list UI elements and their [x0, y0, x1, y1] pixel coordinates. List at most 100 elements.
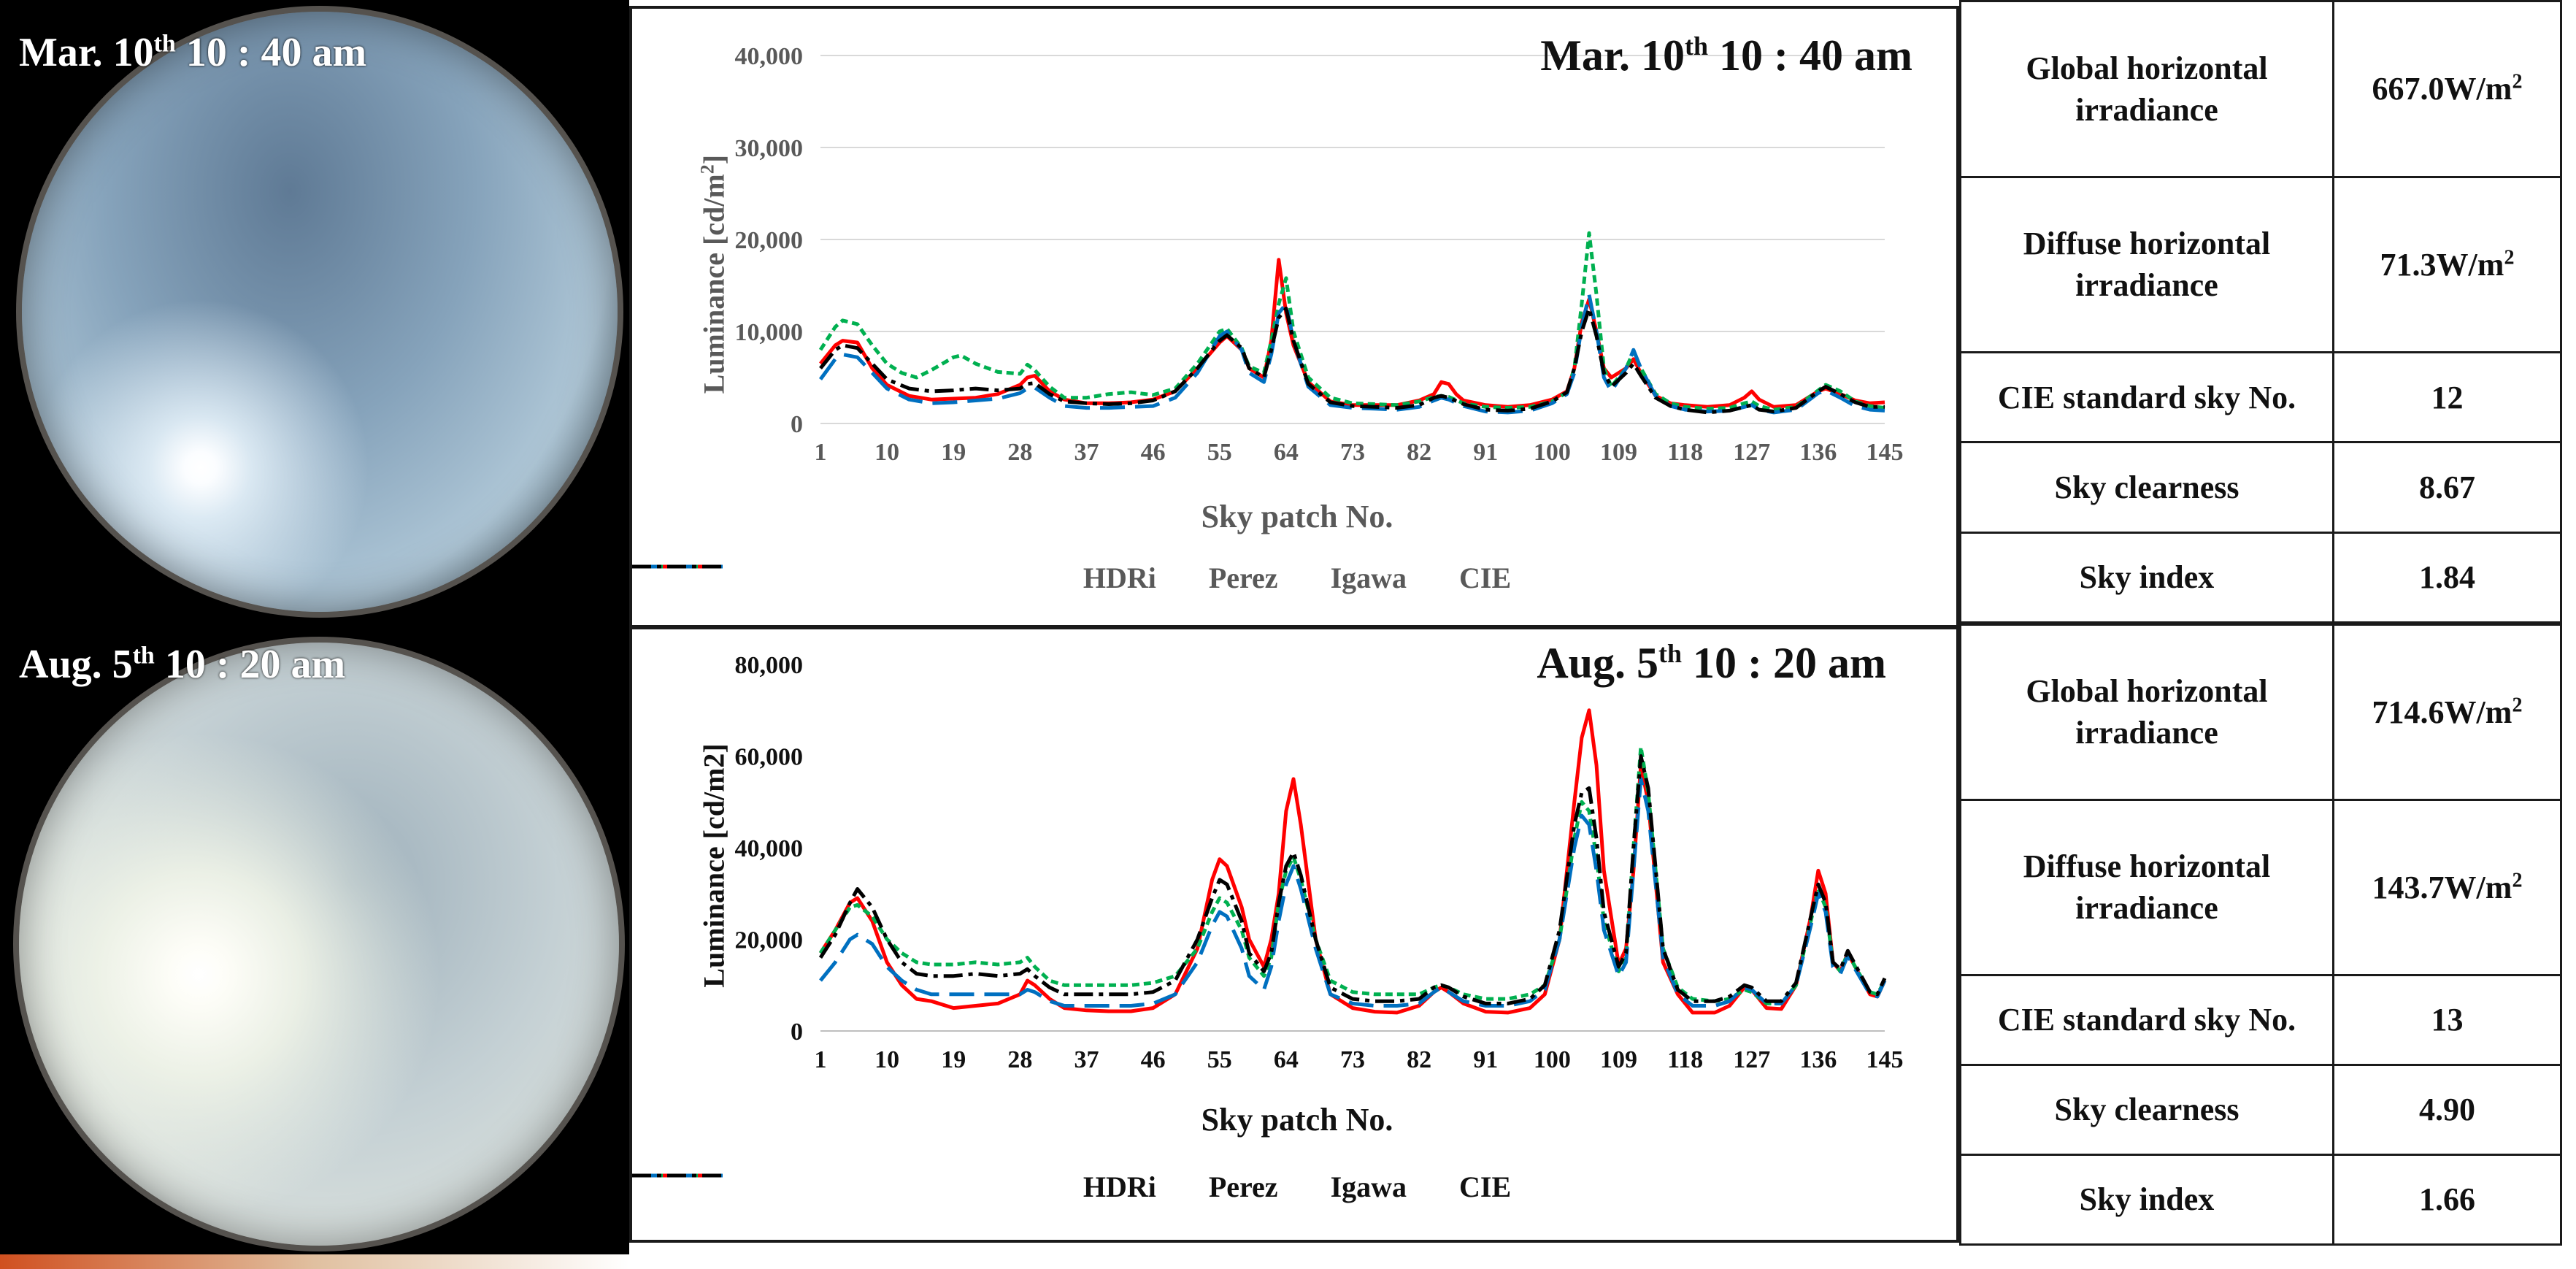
y-tick-label: 10,000: [735, 319, 804, 346]
y-tick-label: 0: [791, 1019, 803, 1046]
param-label: Sky index: [1959, 1153, 2334, 1246]
x-tick-label: 64: [1274, 439, 1299, 466]
x-tick-label: 19: [941, 1046, 966, 1073]
param-value: 1.66: [2332, 1153, 2562, 1246]
param-value: 714.6W/m2: [2332, 624, 2562, 801]
param-value: 71.3W/m2: [2332, 175, 2562, 353]
legend-item-perez: Perez: [632, 561, 1278, 595]
table-row: Sky index 1.84: [1959, 531, 2562, 624]
legend-item-cie: CIE: [632, 561, 1512, 595]
x-tick-label: 118: [1667, 439, 1703, 466]
param-label: Sky clearness: [1959, 1063, 2334, 1156]
series-line-cie: [818, 754, 1887, 1005]
chart-title: Mar. 10th 10 : 40 am: [1540, 31, 1912, 80]
series-line-cie: [819, 307, 1885, 415]
x-tick-label: 73: [1340, 1046, 1365, 1073]
legend-label: Igawa: [1330, 561, 1407, 594]
param-value: 143.7W/m2: [2332, 798, 2562, 976]
legend-item-igawa: Igawa: [632, 1170, 1407, 1204]
x-tick-label: 91: [1473, 1046, 1498, 1073]
y-tick-label: 80,000: [735, 652, 804, 679]
table-row: CIE standard sky No. 13: [1959, 973, 2562, 1066]
param-value: 8.67: [2332, 441, 2562, 534]
legend-label: CIE: [1459, 561, 1512, 594]
param-value: 1.84: [2332, 531, 2562, 624]
fisheye-sky-image: [16, 6, 623, 618]
y-tick-label: 20,000: [735, 227, 804, 254]
series-line-hdri: [819, 258, 1885, 409]
x-tick-label: 100: [1534, 1046, 1571, 1073]
x-tick-label: 10: [874, 1046, 899, 1073]
x-tick-label: 118: [1667, 1046, 1703, 1073]
legend-item-igawa: Igawa: [632, 561, 1407, 595]
table-row: Global horizontal irradiance 714.6W/m2: [1959, 624, 2562, 801]
luminance-chart-top: 0 10,000 20,000 30,000 40,000 1 10 19 28 37 46 55 64…: [629, 6, 1959, 628]
legend-label: HDRi: [1083, 561, 1156, 594]
table-row: Sky index 1.66: [1959, 1153, 2562, 1246]
legend-label: Perez: [1208, 1170, 1278, 1203]
param-value: 13: [2332, 973, 2562, 1066]
param-value: 4.90: [2332, 1063, 2562, 1156]
sky-parameters-table-bottom: Global horizontal irradiance 714.6W/m2 D…: [1959, 624, 2562, 1246]
x-tick-label: 46: [1141, 1046, 1166, 1073]
table-row: Diffuse horizontal irradiance 71.3W/m2: [1959, 175, 2562, 353]
series-line-igawa: [819, 777, 1887, 1008]
legend: HDRi Perez Igawa CIE: [632, 1170, 1962, 1204]
x-tick-label: 73: [1340, 439, 1365, 466]
legend-swatch-cie: [632, 1173, 723, 1178]
table-row: Sky clearness 4.90: [1959, 1063, 2562, 1156]
series-line-igawa: [818, 293, 1885, 415]
y-tick-label: 20,000: [735, 927, 804, 954]
x-axis-title: Sky patch No.: [1201, 499, 1393, 534]
param-label: Sky index: [1959, 531, 2334, 624]
x-tick-label: 64: [1274, 1046, 1299, 1073]
sky-parameters-table-top: Global horizontal irradiance 667.0W/m2 D…: [1959, 0, 2562, 624]
series-line-hdri: [818, 708, 1887, 1015]
legend: HDRi Perez Igawa CIE: [632, 561, 1962, 595]
x-tick-label: 145: [1866, 1046, 1904, 1073]
y-axis-title: Luminance [cd/m2]: [697, 743, 731, 988]
param-label: Diffuse horizontal irradiance: [1959, 798, 2334, 976]
legend-label: CIE: [1459, 1170, 1512, 1203]
x-tick-label: 109: [1600, 439, 1637, 466]
x-tick-label: 136: [1799, 439, 1837, 466]
legend-item-perez: Perez: [632, 1170, 1278, 1204]
param-label: CIE standard sky No.: [1959, 350, 2334, 444]
sky-photo-top: Mar. 10th 10 : 40 am: [0, 0, 629, 626]
x-tick-label: 127: [1733, 439, 1770, 466]
x-tick-label: 109: [1600, 1046, 1637, 1073]
x-tick-label: 55: [1207, 439, 1232, 466]
sky-photo-bottom: Aug. 5th 10 : 20 am: [0, 626, 629, 1254]
x-tick-label: 28: [1007, 1046, 1032, 1073]
y-tick-label: 60,000: [735, 744, 804, 771]
x-tick-label: 127: [1733, 1046, 1770, 1073]
x-tick-label: 10: [874, 439, 899, 466]
x-tick-label: 1: [815, 439, 827, 466]
chart-plot-area: 0 20,000 40,000 60,000 80,000 1 10 19 28 37 46 55 64…: [735, 652, 1904, 1073]
y-tick-label: 0: [791, 411, 803, 438]
param-value: 12: [2332, 350, 2562, 444]
series-line-perez: [818, 745, 1887, 1005]
x-tick-label: 55: [1207, 1046, 1232, 1073]
x-tick-label: 100: [1534, 439, 1571, 466]
x-tick-label: 28: [1007, 439, 1032, 466]
chart-plot-area: 0 10,000 20,000 30,000 40,000 1 10 19 28 37 46 55 64…: [735, 43, 1904, 466]
table-row: Diffuse horizontal irradiance 143.7W/m2: [1959, 798, 2562, 976]
y-tick-label: 40,000: [735, 43, 804, 70]
legend-label: HDRi: [1083, 1170, 1156, 1203]
table-row: CIE standard sky No. 12: [1959, 350, 2562, 444]
series-line-perez: [818, 231, 1885, 412]
photo-label-bottom: Aug. 5th 10 : 20 am: [19, 642, 346, 687]
param-value: 667.0W/m2: [2332, 0, 2562, 178]
param-label: Global horizontal irradiance: [1959, 0, 2334, 178]
x-tick-label: 136: [1799, 1046, 1837, 1073]
x-tick-label: 19: [941, 439, 966, 466]
x-tick-label: 82: [1407, 439, 1431, 466]
param-label: CIE standard sky No.: [1959, 973, 2334, 1066]
photo-bottom-edge: [0, 1254, 629, 1269]
param-label: Global horizontal irradiance: [1959, 624, 2334, 801]
x-tick-label: 37: [1074, 439, 1099, 466]
y-tick-label: 40,000: [735, 835, 804, 862]
x-axis-title: Sky patch No.: [1201, 1102, 1393, 1138]
x-tick-label: 91: [1473, 439, 1498, 466]
